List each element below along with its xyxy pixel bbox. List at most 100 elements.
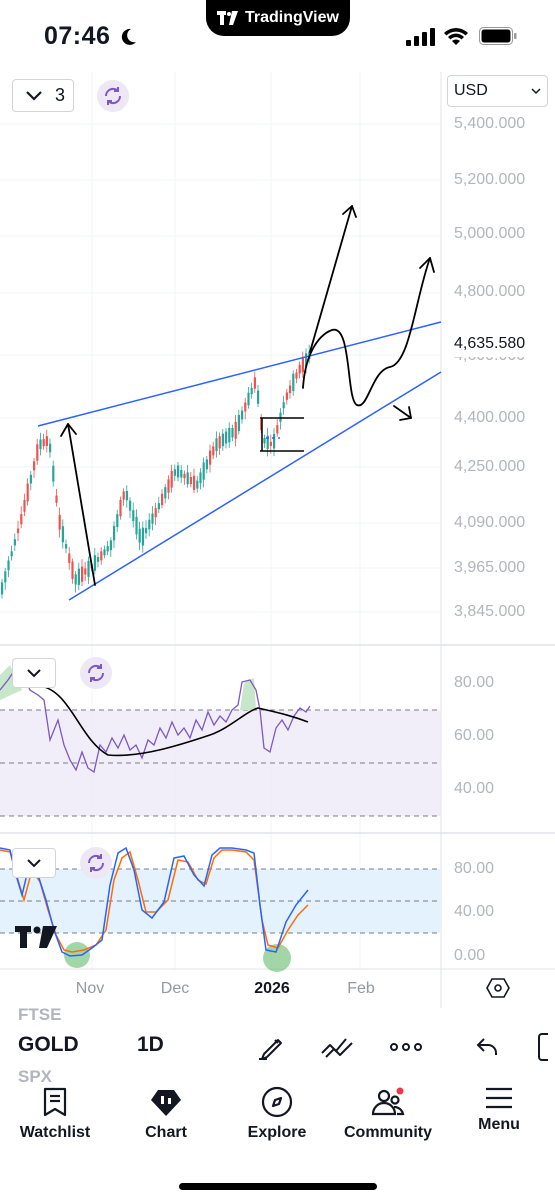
candle-body (218, 436, 221, 449)
indicators-button[interactable] (320, 1030, 354, 1064)
candle-body (87, 560, 90, 577)
nav-explore[interactable]: Explore (222, 1086, 332, 1156)
candle-body (205, 459, 208, 470)
draw-button[interactable] (254, 1030, 288, 1064)
chevron-down-icon (26, 90, 42, 101)
nav-chart[interactable]: Chart (111, 1086, 221, 1156)
candle-body (189, 477, 192, 485)
time-axis[interactable]: Nov Dec 2026 Feb (0, 0, 441, 1072)
candle-body (186, 472, 189, 485)
interval-collapse-button[interactable]: 3 (12, 79, 74, 112)
watchlist-icon (43, 1087, 67, 1117)
price-tick: 4,090.000 (454, 514, 526, 531)
channel-upper-trendline[interactable] (37, 321, 442, 427)
candle-body (138, 528, 141, 543)
currency-select[interactable]: USD (447, 75, 548, 107)
candle-body (177, 465, 180, 478)
stoch-tick: 80.00 (454, 860, 495, 877)
candle-body (276, 425, 279, 434)
chart-area[interactable]: 5,400.000 5,200.000 5,000.000 4,800.000 … (0, 72, 555, 1072)
candle-body (244, 402, 247, 412)
expand-button[interactable] (530, 1030, 555, 1064)
candle-body (7, 560, 10, 571)
candle-body (135, 516, 138, 535)
menu-icon (486, 1087, 512, 1109)
candle-body (202, 462, 205, 480)
candle-body (247, 392, 250, 406)
candle-body (161, 493, 164, 506)
candle-body (4, 571, 7, 583)
candle-body (295, 372, 298, 379)
rsi-tick: 80.00 (454, 674, 495, 691)
candle-body (55, 495, 58, 503)
channel-lower-trendline[interactable] (68, 371, 442, 601)
more-button[interactable] (389, 1030, 423, 1064)
candle-body (119, 499, 122, 517)
candle-body (20, 514, 23, 525)
nav-menu[interactable]: Menu (444, 1086, 554, 1156)
indicators-icon (321, 1038, 353, 1058)
candle-body (183, 473, 186, 479)
candle-body (180, 469, 183, 478)
candle-body (154, 508, 157, 518)
candle-body (33, 461, 36, 471)
indicator-count: 3 (55, 85, 66, 105)
candle-body (13, 539, 16, 546)
time-tick: Dec (160, 980, 190, 997)
nav-watchlist[interactable]: Watchlist (0, 1086, 110, 1156)
tradingview-watermark-icon (15, 926, 57, 948)
candle-body (212, 446, 215, 456)
undo-icon (476, 1038, 497, 1055)
chart-canvas[interactable] (0, 72, 555, 1072)
candle-body (289, 385, 292, 394)
undo-button[interactable] (470, 1030, 504, 1064)
rsi-ma-line (39, 685, 309, 757)
rsi-sync-button[interactable] (80, 657, 112, 689)
candle-body (292, 373, 295, 392)
candle-body (167, 479, 170, 493)
nav-community[interactable]: Community (333, 1086, 443, 1156)
candle-body (103, 549, 106, 556)
timeframe-button[interactable]: 1D (137, 1033, 164, 1056)
bracket-icon (538, 1033, 548, 1061)
symbol-button[interactable]: GOLD (18, 1033, 79, 1056)
nav-label: Watchlist (19, 1124, 91, 1141)
more-icon (390, 1043, 422, 1051)
tradingview-logo-icon (217, 11, 239, 25)
chevron-down-icon (27, 669, 41, 678)
price-tick: 5,400.000 (454, 115, 526, 132)
candle-body (234, 421, 237, 439)
community-icon (371, 1087, 405, 1116)
bottom-navigation: Watchlist Chart Explore Community Menu (0, 1086, 555, 1200)
settings-hexagon-icon[interactable] (486, 976, 510, 1000)
candle-body (298, 364, 301, 374)
stoch-k-line (0, 846, 309, 957)
price-tick: 3,965.000 (454, 559, 526, 576)
candle-body (237, 414, 240, 432)
app-brand-name: TradingView (245, 9, 339, 26)
candle-body (23, 499, 26, 512)
sync-icon (87, 854, 105, 872)
rsi-overbought-fill-2 (240, 678, 256, 710)
candle-body (285, 392, 288, 400)
home-indicator[interactable] (179, 1183, 377, 1190)
candle-body (1, 582, 4, 595)
stoch-collapse-button[interactable] (12, 848, 56, 878)
candle-body (263, 438, 266, 444)
stoch-sync-button[interactable] (80, 847, 112, 879)
candle-body (164, 487, 167, 499)
candle-body (132, 510, 135, 522)
signal-icon (406, 28, 435, 46)
candle-body (52, 465, 55, 482)
rsi-overbought-fill (0, 665, 22, 700)
candle-body (266, 435, 269, 449)
candle-body (273, 433, 276, 449)
candle-body (250, 387, 253, 395)
candle-body (173, 469, 176, 476)
candle-body (45, 436, 48, 446)
rsi-collapse-button[interactable] (12, 658, 56, 688)
price-tick: 5,200.000 (454, 171, 526, 188)
sync-button[interactable] (97, 80, 129, 112)
candle-body (301, 356, 304, 373)
time-tick: Nov (75, 980, 105, 997)
